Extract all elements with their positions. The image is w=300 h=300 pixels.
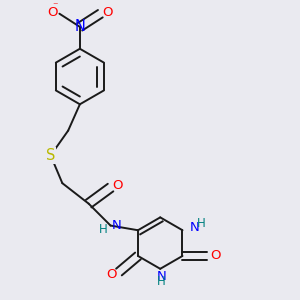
Text: O: O: [102, 6, 112, 19]
Text: O: O: [210, 249, 221, 262]
Text: O: O: [47, 6, 58, 19]
Text: H: H: [196, 217, 205, 230]
Text: N: N: [190, 221, 200, 234]
Text: N: N: [112, 219, 122, 232]
Text: H: H: [157, 275, 166, 289]
Text: S: S: [46, 148, 55, 163]
Text: N: N: [157, 270, 166, 283]
Text: N: N: [74, 19, 85, 34]
Text: H: H: [99, 224, 108, 236]
Text: ⁻: ⁻: [52, 2, 58, 11]
Text: O: O: [106, 268, 117, 281]
Text: O: O: [112, 179, 123, 192]
